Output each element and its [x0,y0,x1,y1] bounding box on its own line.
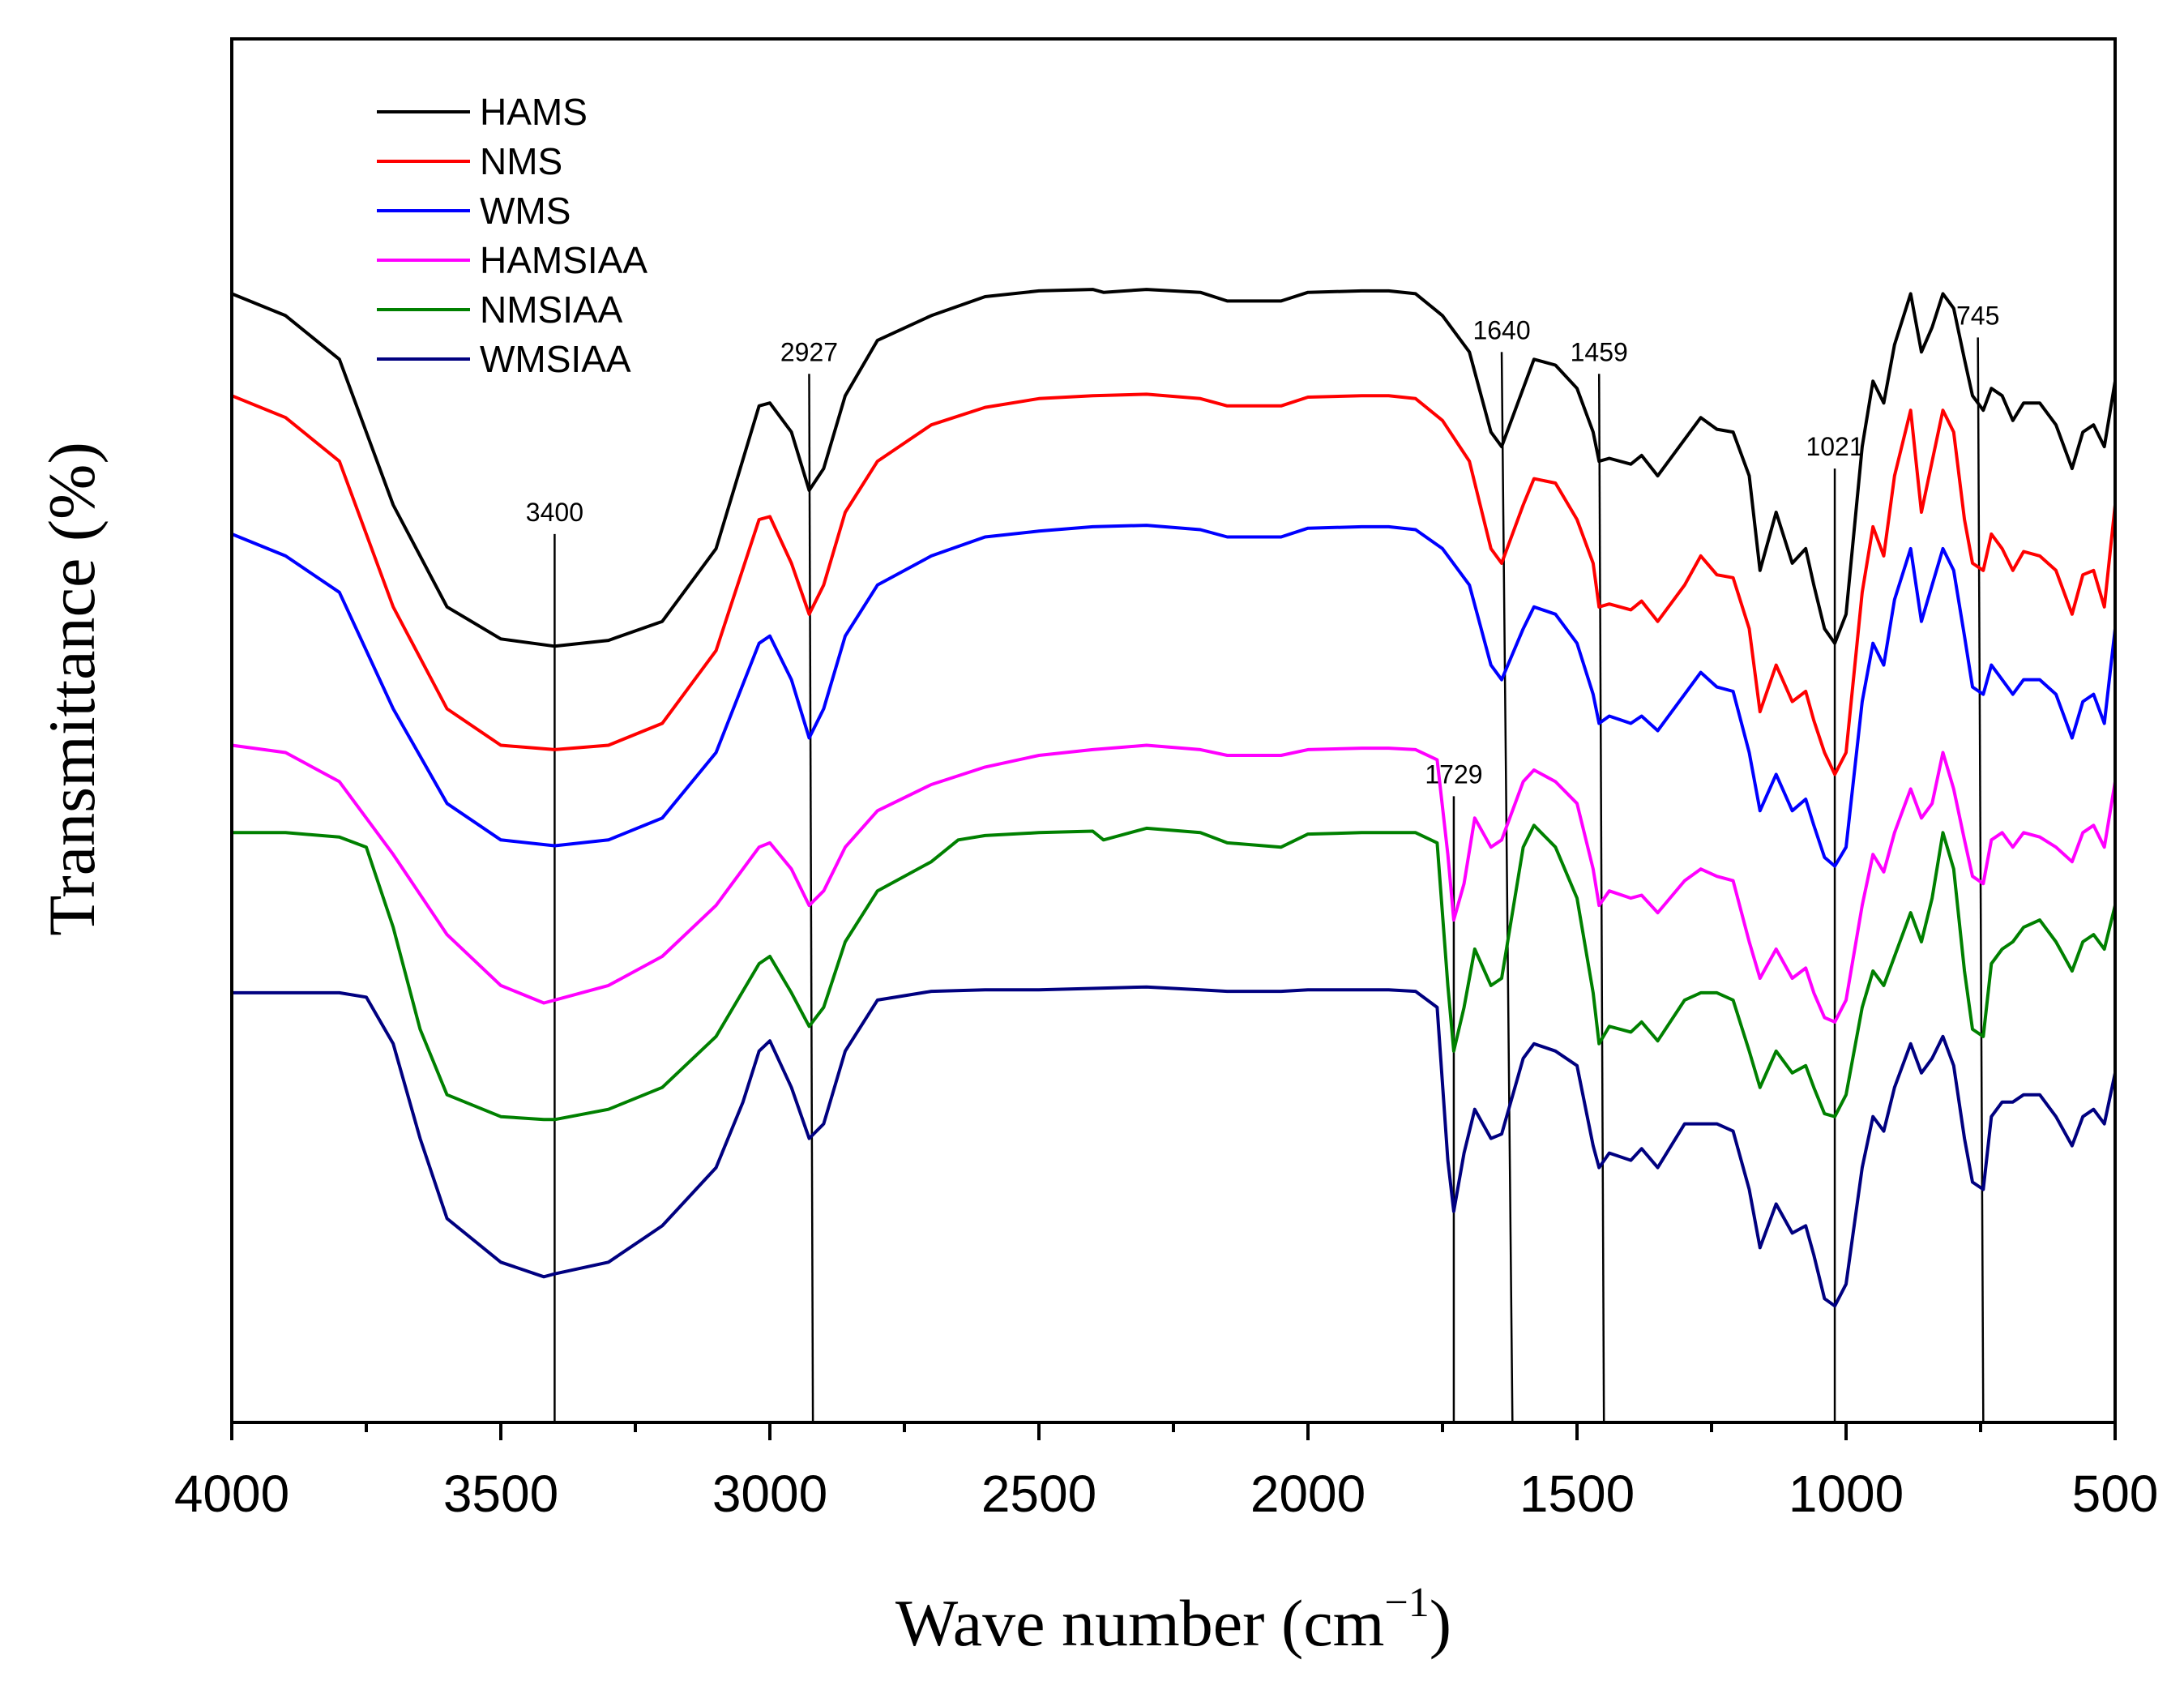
series-line-hamsiaa [230,743,2117,1024]
peak-label-1459: 1459 [1571,337,1628,366]
legend-label-wmsiaa: WMSIAA [480,338,631,380]
x-tick-label-1000: 1000 [1789,1465,1904,1523]
x-axis-title: Wave number (cm−1) [895,1580,1451,1660]
series-line-hams [230,288,2117,648]
peak-label-1640: 1640 [1472,315,1530,344]
legend: HAMS NMS WMS HAMSIAA NMSIAA WMSIAA [377,91,648,380]
legend-label-hams: HAMS [480,91,588,133]
series-line-wms [230,524,2117,868]
legend-label-wms: WMS [480,190,571,232]
legend-label-hamsiaa: HAMSIAA [480,239,648,281]
x-tick-label-2500: 2500 [981,1465,1096,1523]
legend-label-nmsiaa: NMSIAA [480,289,623,331]
peak-line-2927 [808,374,814,1423]
peak-label-1729: 1729 [1425,759,1482,789]
x-tick-label-500: 500 [2072,1465,2159,1523]
x-axis-title-text: Wave number (cm [895,1586,1385,1660]
legend-label-nms: NMS [480,140,562,182]
peak-label-2927: 2927 [780,337,838,366]
series-line-nms [230,392,2117,776]
x-tick-label-4000: 4000 [174,1465,289,1523]
peak-line-1459 [1597,374,1605,1423]
x-tick-label-3500: 3500 [443,1465,558,1523]
y-axis-title: Transmittance (%) [35,442,109,936]
x-axis-title-close: ) [1430,1586,1451,1660]
peak-label-1021: 1021 [1806,432,1863,461]
x-tick-label-3000: 3000 [712,1465,827,1523]
series-line-wmsiaa [230,985,2117,1308]
x-axis-ticks: 4000 3500 3000 2500 2000 1500 1000 500 [174,1422,2159,1523]
series-line-nmsiaa [230,823,2117,1122]
x-tick-label-1500: 1500 [1519,1465,1635,1523]
x-axis-title-superscript: −1 [1384,1580,1429,1626]
peak-line-1640 [1500,352,1514,1423]
series-lines [230,288,2117,1308]
x-tick-label-2000: 2000 [1250,1465,1366,1523]
peak-label-3400: 3400 [526,498,583,527]
peak-label-745: 745 [1956,301,1999,330]
